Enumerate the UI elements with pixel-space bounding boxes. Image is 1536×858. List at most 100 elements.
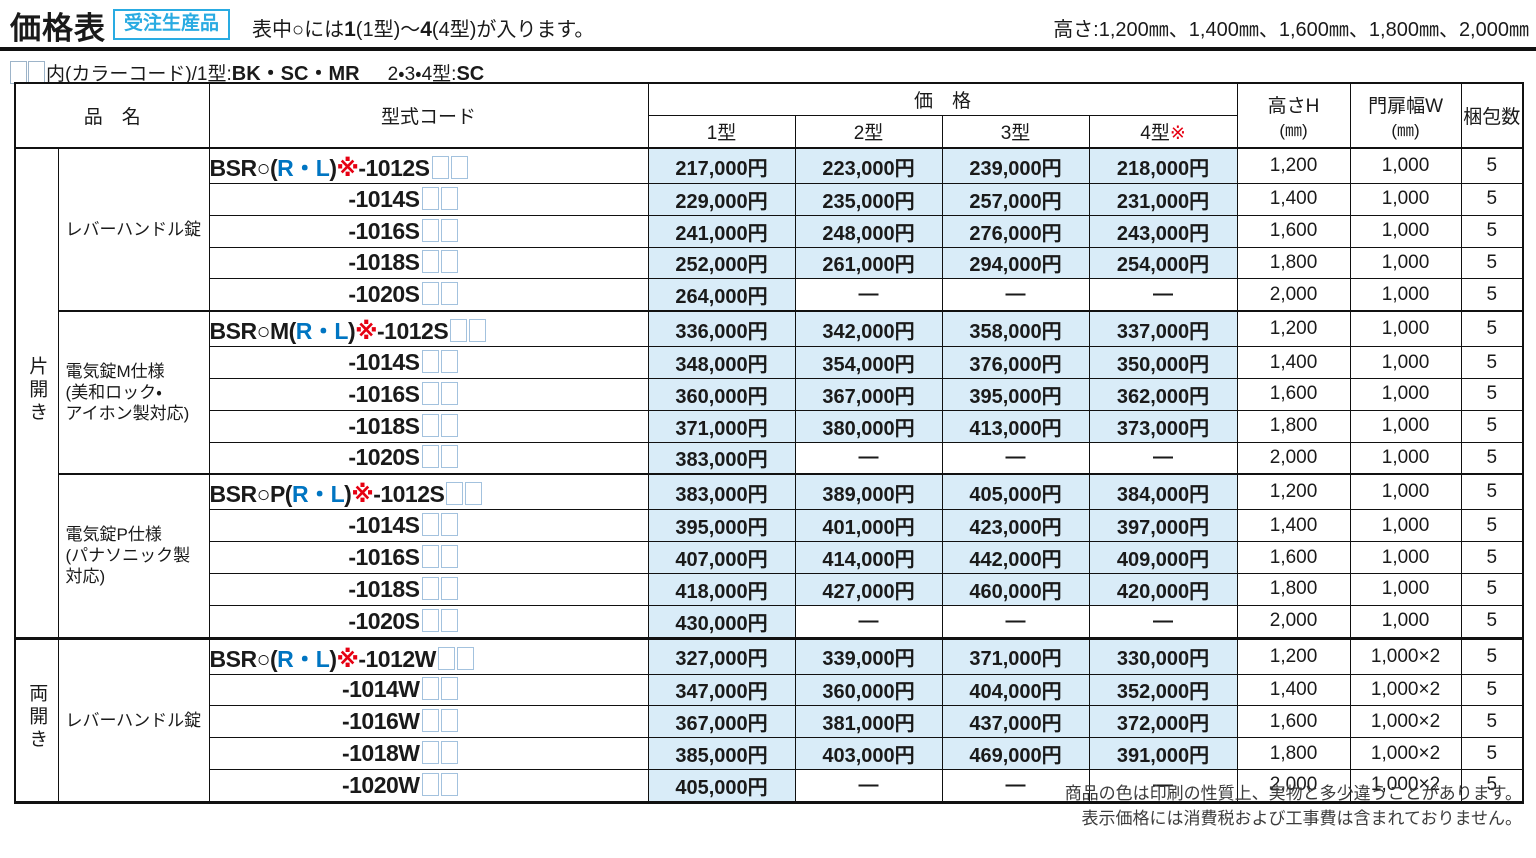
height-cell: 1,200	[1236, 636, 1351, 675]
height-cell: 1,600	[1236, 214, 1351, 248]
price-cell: 264,000円	[647, 278, 796, 312]
color-code-note-text-2: 2・3・4型:	[387, 64, 457, 85]
color-code-note-text: 内(カラーコード)/1型:	[46, 64, 232, 85]
price-cell: 407,000円	[647, 541, 796, 574]
product-name-cell: 電気錠M仕様 (美和ロック・ アイホン製対応)	[57, 310, 210, 475]
price-cell: 348,000円	[647, 346, 796, 379]
color-code-box-icon	[440, 741, 458, 765]
price-cell: 383,000円	[647, 473, 796, 511]
price-cell: 294,000円	[941, 246, 1090, 280]
packs-cell: 5	[1460, 737, 1524, 770]
color-code-box-icon	[440, 608, 458, 632]
model-code-cell: -1014S	[208, 346, 649, 379]
price-cell: 218,000円	[1088, 147, 1238, 184]
price-cell: 243,000円	[1088, 214, 1238, 248]
model-code-cell: -1020S	[208, 604, 649, 639]
model-code-cell: -1016S	[208, 377, 649, 411]
packs-cell: 5	[1460, 705, 1524, 739]
page-title: 価格表	[10, 11, 106, 46]
width-cell: 1,000×2	[1349, 768, 1462, 803]
width-cell: 1,000×2	[1349, 705, 1462, 739]
header-height: 高さH (㎜)	[1236, 82, 1351, 149]
packs-cell: 5	[1460, 214, 1524, 248]
price-cell: 257,000円	[941, 183, 1090, 216]
price-cell: 276,000円	[941, 214, 1090, 248]
color-code-box-icon	[450, 319, 468, 343]
header-type-4-label: 4型	[1140, 123, 1170, 144]
width-cell: 1,000	[1349, 409, 1462, 443]
price-cell: 360,000円	[647, 377, 796, 411]
color-code-box-icon	[421, 381, 439, 405]
color-code-box-icon	[421, 282, 439, 306]
packs-cell: 5	[1460, 183, 1524, 216]
circle-note-bold-1: 1	[344, 18, 356, 41]
price-cell: 342,000円	[794, 310, 943, 348]
swing-label-single: 片開き	[14, 147, 59, 639]
height-cell: 1,800	[1236, 246, 1351, 280]
price-cell: 405,000円	[647, 768, 796, 803]
width-cell: 1,000×2	[1349, 673, 1462, 707]
height-cell: 1,200	[1236, 147, 1351, 184]
color-code-box-icon	[28, 61, 45, 84]
price-cell: 337,000円	[1088, 310, 1238, 348]
color-code-box-icon	[421, 545, 439, 569]
price-cell: 423,000円	[941, 509, 1090, 543]
footer-note-2: 表示価格には消費税および工事費は含まれておりません。	[1081, 809, 1522, 828]
color-code-box-icon	[440, 350, 458, 374]
color-code-box-icon	[437, 646, 455, 670]
height-cell: 1,400	[1236, 673, 1351, 707]
color-code-box-icon	[440, 576, 458, 600]
price-cell: 339,000円	[794, 636, 943, 675]
height-cell: 2,000	[1236, 278, 1351, 312]
packs-cell: 5	[1460, 673, 1524, 707]
price-cell-empty: ―	[941, 604, 1090, 639]
color-code-box-icon	[421, 186, 439, 210]
height-cell: 1,800	[1236, 572, 1351, 606]
color-code-box-icon	[450, 156, 468, 179]
header-height-unit: (㎜)	[1279, 120, 1308, 140]
color-code-box-icon	[421, 445, 439, 469]
packs-cell: 5	[1460, 441, 1524, 475]
model-code-cell: -1020S	[208, 441, 649, 475]
model-code-cell: BSR○P(R・L)※-1012S	[208, 473, 649, 511]
color-code-box-icon	[421, 218, 439, 242]
price-cell: 430,000円	[647, 604, 796, 639]
header-model-code: 型式コード	[208, 82, 649, 149]
height-cell: 1,200	[1236, 473, 1351, 511]
height-cell: 1,600	[1236, 541, 1351, 574]
header-price: 価 格	[647, 82, 1238, 116]
model-code-cell: -1020W	[208, 768, 649, 803]
price-cell-empty: ―	[941, 278, 1090, 312]
price-cell: 229,000円	[647, 183, 796, 216]
header-type-2: 2型	[794, 115, 943, 149]
price-cell: 397,000円	[1088, 509, 1238, 543]
price-cell: 360,000円	[794, 673, 943, 707]
color-code-type1-colors: BK・SC・MR	[231, 63, 360, 85]
height-cell: 1,600	[1236, 377, 1351, 411]
height-cell: 2,000	[1236, 604, 1351, 639]
price-cell: 330,000円	[1088, 636, 1238, 675]
price-cell: 239,000円	[941, 147, 1090, 184]
price-cell: 404,000円	[941, 673, 1090, 707]
price-cell-empty: ―	[1088, 768, 1238, 803]
model-code-cell: -1014S	[208, 509, 649, 543]
header-width-unit: (㎜)	[1391, 120, 1420, 140]
color-code-box-icon	[421, 608, 439, 632]
price-cell-empty: ―	[1088, 604, 1238, 639]
price-cell: 367,000円	[647, 705, 796, 739]
width-cell: 1,000	[1349, 377, 1462, 411]
packs-cell: 5	[1460, 310, 1524, 348]
price-cell: 401,000円	[794, 509, 943, 543]
model-code-cell: -1016W	[208, 705, 649, 739]
width-cell: 1,000	[1349, 246, 1462, 280]
price-cell: 347,000円	[647, 673, 796, 707]
price-cell: 261,000円	[794, 246, 943, 280]
color-code-box-icon	[469, 319, 487, 343]
packs-cell: 5	[1460, 604, 1524, 639]
height-note: 高さ:1,200㎜、1,400㎜、1,600㎜、1,800㎜、2,000㎜	[1053, 19, 1529, 41]
height-cell: 1,400	[1236, 509, 1351, 543]
packs-cell: 5	[1460, 278, 1524, 312]
header-type-4-mark: ※	[1169, 123, 1186, 144]
price-cell: 391,000円	[1088, 737, 1238, 770]
price-cell: 327,000円	[647, 636, 796, 675]
